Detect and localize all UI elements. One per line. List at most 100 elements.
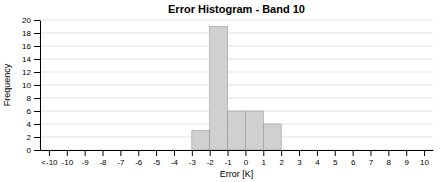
x-tick: 8 <box>387 150 392 167</box>
grid-line <box>40 72 433 73</box>
x-tick: 5 <box>333 150 338 167</box>
x-tick-label: 4 <box>315 158 320 167</box>
x-tick-mark <box>299 150 300 156</box>
x-tick: 10 <box>420 150 429 167</box>
x-tick-label: -4 <box>171 158 179 167</box>
x-tick: 3 <box>297 150 302 167</box>
x-tick: 6 <box>351 150 356 167</box>
y-tick-label: 16 <box>22 42 31 51</box>
x-tick: -7 <box>117 150 125 167</box>
x-tick-mark <box>263 150 264 156</box>
y-tick-label: 18 <box>22 29 31 38</box>
y-tick-label: 20 <box>22 16 31 25</box>
x-tick-label: 8 <box>387 158 392 167</box>
y-tick-mark <box>34 59 40 60</box>
bar <box>263 124 281 150</box>
x-tick-mark <box>174 150 175 156</box>
y-axis-line <box>40 21 41 151</box>
x-tick: -4 <box>171 150 179 167</box>
y-tick: 2 <box>27 133 40 142</box>
x-tick-mark <box>370 150 371 156</box>
x-tick: 0 <box>244 150 249 167</box>
y-tick-label: 0 <box>27 146 32 155</box>
y-tick-label: 4 <box>27 120 32 129</box>
x-tick: -8 <box>99 150 107 167</box>
grid-line <box>40 85 433 86</box>
x-tick-mark <box>192 150 193 156</box>
x-tick-mark <box>281 150 282 156</box>
x-axis-line <box>41 150 434 151</box>
y-tick: 12 <box>22 68 40 77</box>
y-tick: 8 <box>27 94 40 103</box>
x-tick-mark <box>49 150 50 156</box>
y-tick-mark <box>34 20 40 21</box>
x-tick-mark <box>138 150 139 156</box>
y-tick: 10 <box>22 81 40 90</box>
grid-line <box>40 33 433 34</box>
x-tick-label: 3 <box>297 158 302 167</box>
x-tick-label: 5 <box>333 158 338 167</box>
x-tick-label: 7 <box>369 158 374 167</box>
bar <box>192 131 210 151</box>
x-tick-mark <box>353 150 354 156</box>
x-tick: -5 <box>153 150 161 167</box>
x-tick-mark <box>103 150 104 156</box>
x-tick-label: -5 <box>153 158 161 167</box>
x-axis-title: Error [K] <box>220 169 254 179</box>
x-tick-label: 10 <box>420 158 429 167</box>
x-tick-label: -1 <box>225 158 233 167</box>
x-tick-label: 6 <box>351 158 356 167</box>
y-tick-label: 2 <box>27 133 32 142</box>
x-tick: -3 <box>189 150 197 167</box>
y-tick: 0 <box>27 146 40 155</box>
y-tick-label: 8 <box>27 94 32 103</box>
y-tick-mark <box>34 46 40 47</box>
y-tick: 14 <box>22 55 40 64</box>
x-tick-mark <box>406 150 407 156</box>
x-tick-mark <box>120 150 121 156</box>
bar <box>245 111 263 150</box>
y-tick-label: 6 <box>27 107 32 116</box>
x-tick: -1 <box>225 150 233 167</box>
y-tick-label: 14 <box>22 55 31 64</box>
y-axis-title: Frequency <box>2 63 12 106</box>
plot: <-10-10-9-8-7-6-5-4-3-2-1012345678910024… <box>22 16 433 167</box>
bars <box>192 27 281 151</box>
y-tick-mark <box>34 111 40 112</box>
y-tick-mark <box>34 72 40 73</box>
x-tick-mark <box>228 150 229 156</box>
x-tick-mark <box>388 150 389 156</box>
y-tick-mark <box>34 33 40 34</box>
x-tick: 9 <box>404 150 409 167</box>
grid-line <box>40 46 433 47</box>
y-tick-mark <box>34 137 40 138</box>
y-tick: 6 <box>27 107 40 116</box>
x-tick-label: -6 <box>135 158 143 167</box>
y-tick: 16 <box>22 42 40 51</box>
y-tick: 4 <box>27 120 40 129</box>
y-tick: 20 <box>22 16 40 25</box>
x-tick: -2 <box>207 150 215 167</box>
x-tick-label: 0 <box>244 158 249 167</box>
bar <box>228 111 246 150</box>
x-axis: <-10-10-9-8-7-6-5-4-3-2-1012345678910 <box>41 150 434 167</box>
x-tick-mark <box>156 150 157 156</box>
title: Error Histogram - Band 10 <box>168 3 305 15</box>
grid-line <box>40 98 433 99</box>
x-tick-mark <box>245 150 246 156</box>
x-tick-label: -8 <box>99 158 107 167</box>
chart: <-10-10-9-8-7-6-5-4-3-2-1012345678910024… <box>0 0 445 182</box>
y-axis: 0 2 4 6 8 10 12 14 16 18 20 <box>22 16 40 155</box>
x-tick: -6 <box>135 150 143 167</box>
y-tick-label: 10 <box>22 81 31 90</box>
x-tick-mark <box>85 150 86 156</box>
x-tick-label: 1 <box>262 158 267 167</box>
x-tick: -10 <box>62 150 74 167</box>
x-tick-mark <box>67 150 68 156</box>
x-tick-mark <box>424 150 425 156</box>
x-tick: <-10 <box>41 150 58 167</box>
x-tick: 7 <box>369 150 374 167</box>
x-tick: 4 <box>315 150 320 167</box>
bar <box>210 27 228 151</box>
y-tick-mark <box>34 98 40 99</box>
